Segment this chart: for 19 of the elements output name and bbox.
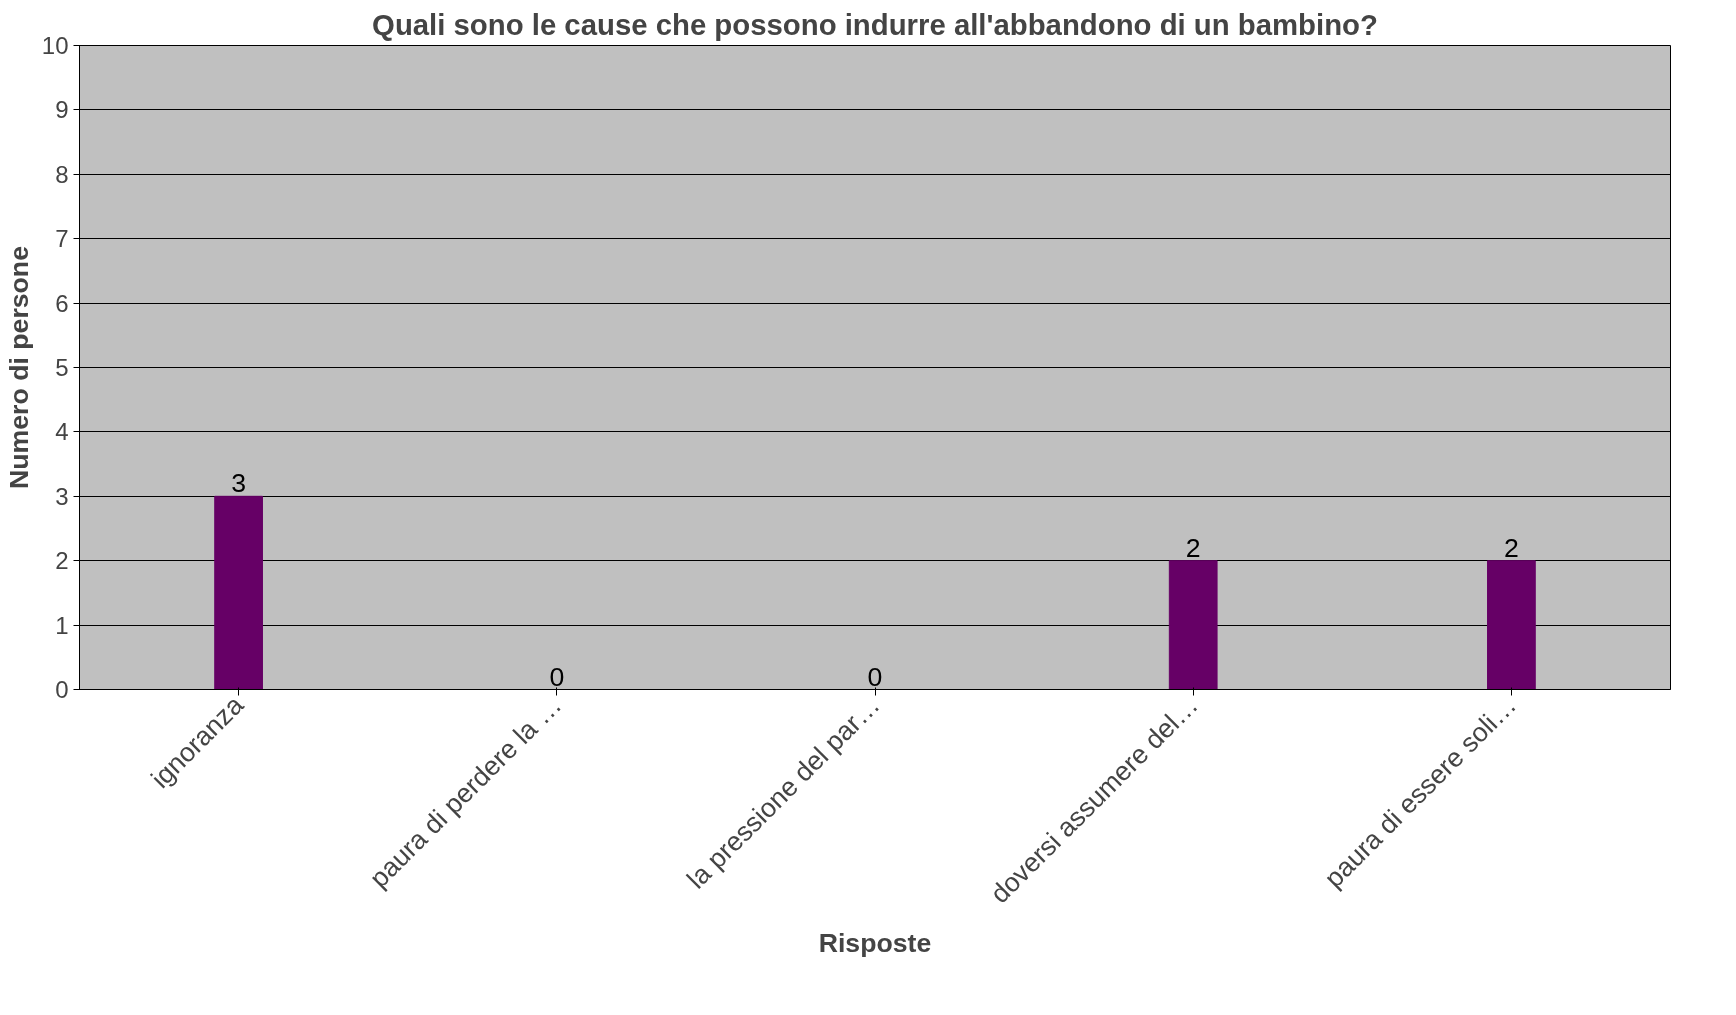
y-tick-label: 1 <box>55 611 69 639</box>
y-tick-label: 0 <box>55 676 69 703</box>
data-label: 2 <box>1503 532 1519 563</box>
y-tick-label: 9 <box>55 96 69 124</box>
chart-title: Quali sono le cause che possono indurre all'abbandono di un bambino? <box>372 7 1378 41</box>
data-label: 2 <box>1185 532 1201 563</box>
data-label: 3 <box>231 468 247 499</box>
y-tick-label: 4 <box>55 418 69 446</box>
y-tick-label: 5 <box>55 354 69 381</box>
data-label: 0 <box>867 661 883 692</box>
y-axis-title: Numero di persone <box>3 246 34 489</box>
data-label: 0 <box>549 661 565 692</box>
y-tick-label: 6 <box>55 289 69 317</box>
y-tick-label: 2 <box>55 547 69 575</box>
y-tick-label: 3 <box>55 482 69 510</box>
y-tick-label: 8 <box>55 160 69 188</box>
y-tick-label: 10 <box>41 32 69 59</box>
x-axis-title: Risposte <box>818 927 932 958</box>
y-tick-label: 7 <box>55 225 69 253</box>
